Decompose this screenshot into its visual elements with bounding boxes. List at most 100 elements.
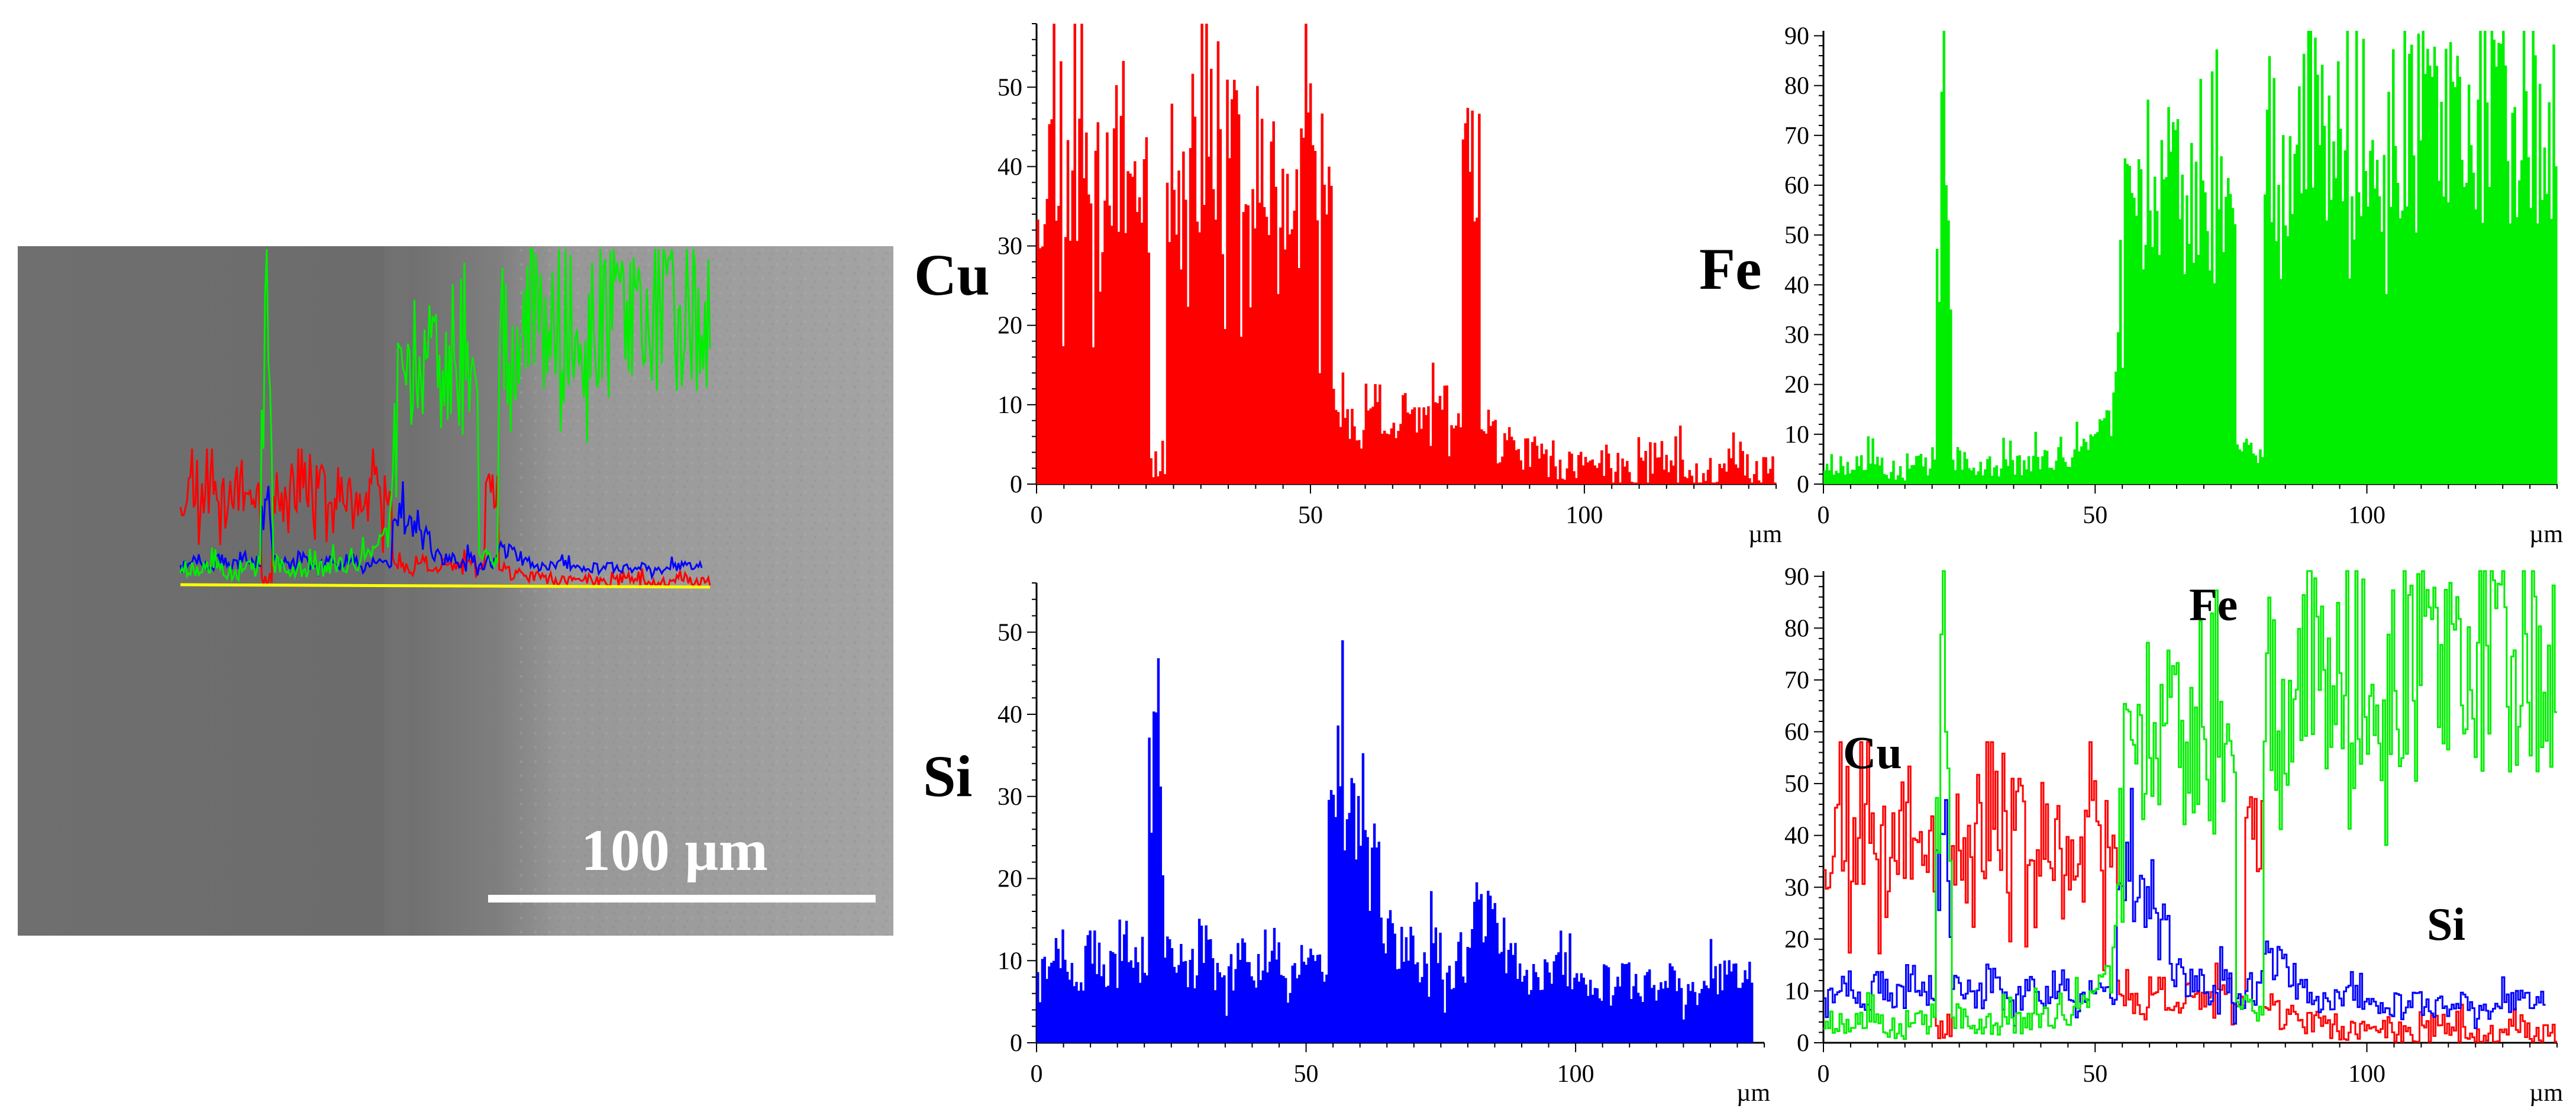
fe-bar bbox=[1848, 473, 1852, 484]
fe-bar bbox=[2513, 107, 2516, 484]
fe-bar bbox=[2357, 192, 2361, 484]
fe-bar bbox=[2394, 146, 2397, 484]
cu-bar bbox=[1554, 466, 1557, 484]
fe-bar bbox=[1949, 309, 1952, 484]
fe-bar bbox=[2412, 155, 2416, 484]
cu-bar bbox=[1251, 189, 1254, 484]
combined-y-tick-label: 10 bbox=[1784, 978, 1809, 1005]
cu-bar bbox=[1376, 402, 1379, 484]
cu-bar bbox=[1746, 454, 1749, 484]
sem-trace-fe bbox=[179, 248, 711, 583]
si-bar bbox=[1652, 985, 1656, 1043]
fe-bar bbox=[2337, 61, 2340, 485]
si-bar bbox=[1668, 963, 1671, 1043]
fe-bar bbox=[2004, 459, 2007, 484]
fe-bar bbox=[2064, 462, 2067, 484]
si-bar bbox=[1164, 958, 1167, 1043]
si-bar bbox=[1391, 923, 1394, 1043]
si-bar bbox=[1145, 975, 1148, 1043]
fe-bar bbox=[2520, 160, 2523, 485]
cu-bar bbox=[1360, 448, 1363, 484]
fe-bar bbox=[2011, 460, 2015, 484]
si-bar bbox=[1555, 955, 1558, 1043]
combined-y-tick-label: 90 bbox=[1784, 563, 1809, 591]
fe-bar bbox=[2149, 210, 2152, 484]
fe-bar bbox=[1938, 301, 1941, 484]
fe-bar bbox=[2160, 140, 2164, 485]
fe-bar bbox=[1933, 459, 1936, 484]
chart-si: 0 10 20 30 40 50 0 50 100 µm Si bbox=[923, 582, 1770, 1107]
fe-bar bbox=[2277, 185, 2280, 484]
si-bar bbox=[1102, 964, 1105, 1043]
cu-bar bbox=[1764, 457, 1767, 484]
fe-bar bbox=[2403, 31, 2406, 484]
fe-bar bbox=[2488, 186, 2491, 484]
si-bar bbox=[1221, 977, 1224, 1043]
fe-bar bbox=[2282, 135, 2285, 484]
cu-bar bbox=[1605, 444, 1608, 484]
fe-bar bbox=[1862, 470, 1865, 484]
combined-y-tick-label: 20 bbox=[1784, 926, 1809, 953]
cu-y-tick-label: 20 bbox=[998, 312, 1022, 340]
fe-bar bbox=[2105, 410, 2109, 484]
cu-bar bbox=[1529, 466, 1532, 484]
si-bar bbox=[1241, 938, 1244, 1043]
si-bar bbox=[1455, 960, 1458, 1043]
fe-bar bbox=[2194, 162, 2198, 485]
cu-bar bbox=[1700, 482, 1703, 484]
fe-bar bbox=[2139, 169, 2143, 485]
si-bar bbox=[1703, 981, 1706, 1043]
cu-bar bbox=[1482, 431, 1486, 484]
fe-bar bbox=[2257, 463, 2259, 484]
combined-label-fe: Fe bbox=[2189, 579, 2238, 630]
si-bar bbox=[1482, 942, 1485, 1043]
fe-bar bbox=[2539, 83, 2542, 485]
cu-bar bbox=[1209, 69, 1213, 484]
combined-y-tick-label: 40 bbox=[1784, 823, 1809, 850]
si-bar bbox=[1329, 789, 1333, 1043]
fe-bar bbox=[2465, 182, 2468, 484]
cu-bar bbox=[1397, 431, 1400, 484]
fe-bar bbox=[2280, 279, 2283, 484]
fe-bar bbox=[2209, 270, 2212, 484]
si-bar bbox=[1448, 965, 1451, 1043]
cu-bar bbox=[1653, 443, 1657, 484]
si-bar bbox=[1560, 930, 1563, 1043]
fe-bar bbox=[2261, 457, 2264, 484]
cu-bar bbox=[1290, 229, 1294, 484]
si-bar bbox=[1528, 994, 1531, 1043]
si-bar bbox=[1732, 963, 1735, 1043]
combined-x-tick-label: 0 bbox=[1818, 1061, 1830, 1088]
fe-bar bbox=[1963, 452, 1966, 484]
fe-bar bbox=[1922, 466, 1925, 484]
fe-bar bbox=[2479, 31, 2482, 484]
fe-bar bbox=[2254, 455, 2257, 484]
si-bar bbox=[1097, 942, 1101, 1043]
fe-bar bbox=[2477, 99, 2480, 484]
fe-bar bbox=[1853, 469, 1856, 484]
fe-bar bbox=[2133, 198, 2136, 484]
si-bar bbox=[1141, 936, 1144, 1043]
si-bar bbox=[1095, 974, 1099, 1043]
si-bar bbox=[1730, 971, 1733, 1043]
fe-bar bbox=[2270, 222, 2274, 484]
fe-bar bbox=[1997, 476, 2000, 484]
si-bar bbox=[1038, 1002, 1042, 1043]
si-bar bbox=[1429, 891, 1433, 1043]
cu-bar bbox=[1180, 269, 1183, 484]
fe-bar bbox=[2438, 181, 2441, 484]
fe-bar bbox=[1910, 465, 1913, 484]
fe-bar bbox=[2493, 39, 2496, 485]
cu-bar bbox=[1274, 186, 1277, 484]
cu-bar bbox=[1755, 461, 1758, 484]
cu-bar bbox=[1313, 150, 1317, 485]
si-bar bbox=[1255, 987, 1258, 1043]
si-bar bbox=[1216, 963, 1219, 1043]
fe-bar bbox=[2429, 65, 2432, 484]
si-bar bbox=[1121, 960, 1124, 1043]
si-bar bbox=[1250, 976, 1253, 1043]
fe-bar bbox=[2410, 44, 2413, 484]
cu-bar bbox=[1406, 412, 1409, 484]
cu-bar bbox=[1577, 455, 1580, 484]
fe-bar bbox=[1970, 470, 1973, 484]
